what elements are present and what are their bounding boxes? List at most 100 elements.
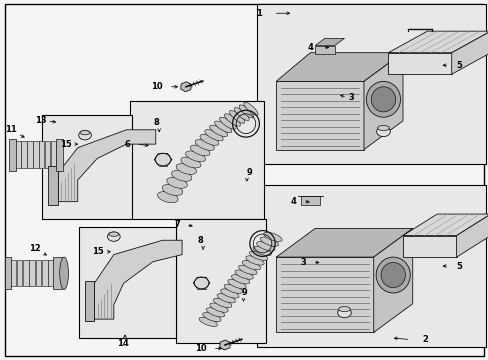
Ellipse shape (214, 121, 231, 133)
Polygon shape (363, 53, 402, 149)
Text: 5: 5 (455, 262, 461, 271)
Ellipse shape (224, 114, 240, 126)
Polygon shape (276, 81, 363, 149)
Ellipse shape (244, 102, 258, 116)
Ellipse shape (60, 257, 68, 289)
Polygon shape (276, 228, 412, 257)
Bar (33, 141, 39, 168)
Bar (36, 260, 41, 286)
Text: 15: 15 (92, 247, 104, 256)
Ellipse shape (375, 257, 409, 293)
Polygon shape (387, 53, 451, 74)
Text: 14: 14 (117, 339, 128, 348)
Ellipse shape (181, 157, 201, 168)
Ellipse shape (234, 108, 249, 121)
Polygon shape (219, 340, 230, 350)
Polygon shape (56, 139, 62, 171)
Ellipse shape (249, 251, 267, 260)
Bar (17, 260, 22, 286)
Bar (256, 185, 485, 347)
Ellipse shape (235, 270, 253, 279)
Bar (41, 260, 47, 286)
Ellipse shape (263, 232, 282, 242)
Bar (48, 260, 54, 286)
Text: 15: 15 (60, 140, 71, 149)
Ellipse shape (190, 145, 209, 156)
Ellipse shape (220, 289, 239, 298)
Bar (21, 141, 27, 168)
Ellipse shape (260, 237, 278, 246)
Text: 2: 2 (421, 335, 427, 344)
Polygon shape (402, 214, 488, 235)
Polygon shape (451, 31, 488, 74)
Bar (42, 116, 132, 220)
Text: 8: 8 (197, 237, 203, 246)
Ellipse shape (194, 277, 208, 289)
Ellipse shape (213, 298, 231, 307)
Polygon shape (180, 82, 191, 92)
Ellipse shape (209, 303, 228, 312)
Ellipse shape (176, 163, 196, 175)
Ellipse shape (155, 153, 170, 166)
Polygon shape (94, 240, 182, 319)
Polygon shape (276, 257, 373, 332)
Ellipse shape (238, 265, 257, 275)
Bar (15, 141, 20, 168)
Ellipse shape (376, 127, 389, 136)
Text: 8: 8 (154, 118, 159, 127)
Ellipse shape (245, 256, 264, 265)
Ellipse shape (219, 117, 236, 129)
Ellipse shape (338, 307, 349, 312)
Bar (51, 141, 56, 168)
Text: 10: 10 (194, 344, 206, 353)
Polygon shape (373, 228, 412, 332)
Ellipse shape (109, 232, 119, 236)
Polygon shape (4, 257, 11, 289)
Bar (79, 226, 176, 338)
Ellipse shape (199, 317, 217, 327)
Polygon shape (315, 39, 344, 45)
Polygon shape (9, 139, 16, 171)
Text: 1: 1 (256, 9, 262, 18)
Ellipse shape (377, 126, 388, 131)
Polygon shape (276, 53, 402, 81)
Ellipse shape (256, 242, 274, 251)
Polygon shape (402, 235, 456, 257)
Ellipse shape (166, 177, 187, 188)
Ellipse shape (227, 279, 245, 289)
Ellipse shape (185, 151, 205, 162)
Ellipse shape (239, 105, 253, 118)
Bar (256, 4, 485, 164)
Ellipse shape (79, 131, 91, 140)
Polygon shape (387, 31, 488, 53)
Ellipse shape (206, 308, 224, 317)
Ellipse shape (366, 81, 400, 117)
Text: 9: 9 (246, 168, 252, 177)
Ellipse shape (370, 87, 395, 112)
Bar (45, 141, 50, 168)
Polygon shape (48, 166, 58, 205)
Text: 3: 3 (300, 258, 305, 267)
Polygon shape (53, 257, 62, 289)
Ellipse shape (242, 261, 260, 270)
Ellipse shape (217, 293, 235, 303)
Bar (176, 220, 266, 343)
Text: 12: 12 (29, 244, 41, 253)
Ellipse shape (252, 246, 271, 256)
Ellipse shape (209, 125, 227, 136)
Ellipse shape (231, 275, 249, 284)
Text: 9: 9 (241, 288, 247, 297)
Polygon shape (300, 196, 320, 205)
Bar (10, 260, 16, 286)
Text: 3: 3 (348, 93, 354, 102)
Text: 4: 4 (307, 43, 313, 52)
Ellipse shape (80, 131, 90, 135)
Ellipse shape (224, 284, 242, 293)
Bar (39, 141, 44, 168)
Ellipse shape (337, 308, 350, 318)
Ellipse shape (229, 111, 244, 123)
Text: 11: 11 (4, 125, 16, 134)
Text: 6: 6 (124, 140, 130, 149)
Bar (29, 260, 35, 286)
Text: 10: 10 (151, 82, 162, 91)
